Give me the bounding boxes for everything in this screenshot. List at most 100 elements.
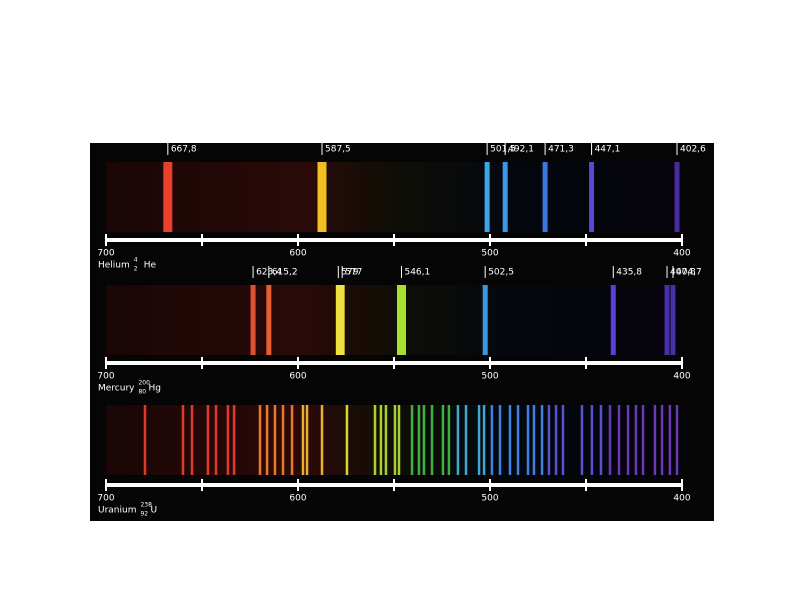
element-name: Uranium <box>98 506 136 516</box>
line-label: 546,1 <box>404 268 430 278</box>
spectral-line <box>526 405 530 475</box>
spectral-line <box>317 162 327 232</box>
line-label: 577 <box>345 268 362 278</box>
spectral-line <box>670 285 676 355</box>
spectral-line <box>393 405 397 475</box>
spectral-line <box>290 405 294 475</box>
x-tick-label: 600 <box>289 249 306 259</box>
x-tick-label: 500 <box>481 372 498 382</box>
spectral-line <box>674 162 680 232</box>
spectral-line <box>498 405 502 475</box>
spectral-line <box>464 405 468 475</box>
line-label: 471,3 <box>548 145 574 155</box>
spectral-line <box>477 405 481 475</box>
spectral-line <box>163 162 173 232</box>
spectral-line <box>617 405 621 475</box>
spectral-line <box>554 405 558 475</box>
spectral-line <box>532 405 536 475</box>
spectral-line <box>599 405 603 475</box>
x-tick-label: 400 <box>673 494 690 504</box>
line-label: 402,6 <box>680 145 706 155</box>
spectral-line <box>320 405 324 475</box>
line-label: 615,2 <box>272 268 298 278</box>
spectral-line <box>190 405 194 475</box>
line-label: 492,1 <box>508 145 534 155</box>
spectral-line <box>447 405 451 475</box>
element-name: Mercury <box>98 384 135 394</box>
x-tick-label: 500 <box>481 494 498 504</box>
element-symbol: Hg <box>148 384 160 394</box>
spectral-line <box>664 285 670 355</box>
atomic-number: 2 <box>134 266 138 273</box>
spectral-line <box>410 405 414 475</box>
atomic-number: 80 <box>138 389 146 396</box>
spectral-line <box>335 285 341 355</box>
spectral-line <box>258 405 262 475</box>
spectral-line <box>143 405 147 475</box>
spectral-line <box>266 285 272 355</box>
spectral-line <box>610 285 616 355</box>
spectral-line <box>397 405 401 475</box>
spectral-line <box>206 405 210 475</box>
spectral-line <box>547 405 551 475</box>
spectral-line <box>508 405 512 475</box>
line-label: 579 <box>341 268 358 278</box>
spectral-line <box>482 285 488 355</box>
spectral-line <box>490 405 494 475</box>
spectral-line <box>430 405 434 475</box>
mass-number: 4 <box>134 257 138 264</box>
x-tick-label: 500 <box>481 249 498 259</box>
line-label: 435,8 <box>616 268 642 278</box>
spectral-line <box>181 405 185 475</box>
spectral-line <box>422 405 426 475</box>
spectral-line <box>641 405 645 475</box>
spectral-line <box>653 405 657 475</box>
spectral-line <box>675 405 679 475</box>
spectral-line <box>265 405 269 475</box>
x-tick-label: 700 <box>97 494 114 504</box>
spectral-line <box>608 405 612 475</box>
spectrum-band <box>106 162 682 232</box>
x-tick-label: 600 <box>289 494 306 504</box>
spectral-line <box>301 405 305 475</box>
spectral-line <box>305 405 309 475</box>
spectral-line <box>456 405 460 475</box>
spectral-line <box>214 405 218 475</box>
element-symbol: U <box>150 506 157 516</box>
line-label: 502,5 <box>488 268 514 278</box>
spectrum-band <box>106 285 682 355</box>
spectral-line <box>482 405 486 475</box>
spectral-line <box>441 405 445 475</box>
element-symbol: He <box>144 261 157 271</box>
spectral-line <box>232 405 236 475</box>
spectral-line <box>668 405 672 475</box>
spectral-line <box>484 162 490 232</box>
spectral-line <box>542 162 548 232</box>
mass-number: 200 <box>138 380 150 387</box>
spectral-line <box>345 405 349 475</box>
spectral-line <box>626 405 630 475</box>
x-tick-label: 700 <box>97 249 114 259</box>
element-name: Helium <box>98 261 130 271</box>
x-tick-label: 600 <box>289 372 306 382</box>
spectral-line <box>417 405 421 475</box>
atomic-number: 92 <box>140 511 148 518</box>
mass-number: 238 <box>140 502 152 509</box>
line-label: 447,1 <box>595 145 621 155</box>
spectral-line <box>634 405 638 475</box>
spectral-line <box>396 285 406 355</box>
spectral-line <box>561 405 565 475</box>
line-label: 501,5 <box>490 145 516 155</box>
spectral-line <box>660 405 664 475</box>
x-tick-label: 400 <box>673 249 690 259</box>
spectral-line <box>502 162 508 232</box>
x-tick-label: 700 <box>97 372 114 382</box>
spectral-line <box>226 405 230 475</box>
x-tick-label: 400 <box>673 372 690 382</box>
line-label: 404,7 <box>676 268 702 278</box>
spectral-line <box>373 405 377 475</box>
spectral-line <box>589 162 595 232</box>
spectral-line <box>516 405 520 475</box>
spectral-line <box>339 285 345 355</box>
